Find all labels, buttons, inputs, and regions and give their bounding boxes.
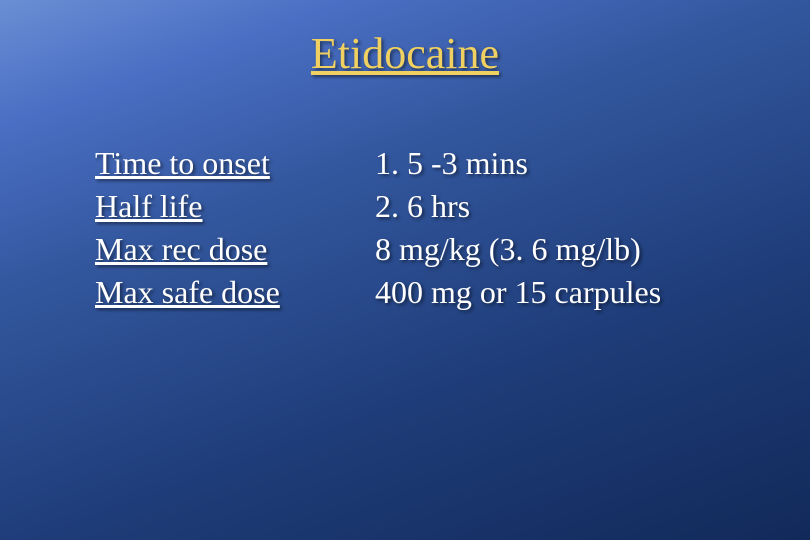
table-row: Half life 2. 6 hrs (95, 188, 750, 225)
slide: Etidocaine Time to onset 1. 5 -3 mins Ha… (0, 0, 810, 540)
row-label: Time to onset (95, 145, 375, 182)
row-value: 8 mg/kg (3. 6 mg/lb) (375, 231, 750, 268)
row-label: Max safe dose (95, 274, 375, 311)
content-table: Time to onset 1. 5 -3 mins Half life 2. … (95, 145, 750, 317)
row-value: 400 mg or 15 carpules (375, 274, 750, 311)
row-value: 1. 5 -3 mins (375, 145, 750, 182)
table-row: Max rec dose 8 mg/kg (3. 6 mg/lb) (95, 231, 750, 268)
table-row: Max safe dose 400 mg or 15 carpules (95, 274, 750, 311)
slide-title: Etidocaine (0, 28, 810, 79)
table-row: Time to onset 1. 5 -3 mins (95, 145, 750, 182)
row-value: 2. 6 hrs (375, 188, 750, 225)
row-label: Half life (95, 188, 375, 225)
row-label: Max rec dose (95, 231, 375, 268)
